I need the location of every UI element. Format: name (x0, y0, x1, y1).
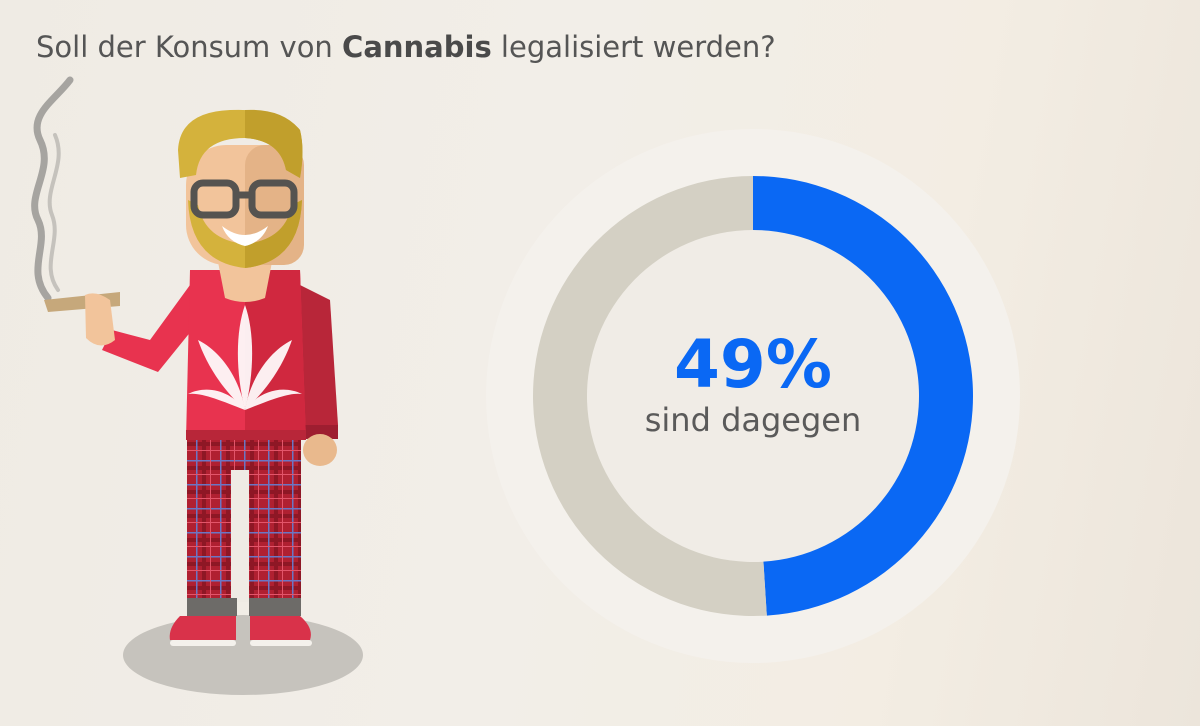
donut-inner-disc (587, 230, 919, 562)
percentage-caption: sind dagegen (644, 401, 862, 439)
percentage-value: 49% (674, 326, 832, 403)
glasses-icon (190, 179, 298, 219)
cannabis-leaf-icon (188, 305, 302, 410)
ground-shadow (123, 615, 363, 695)
title-prefix: Soll der Konsum von (36, 30, 343, 64)
smoke-icon (31, 76, 74, 302)
page-title: Soll der Konsum von Cannabis legalisiert… (36, 30, 776, 64)
donut-slice-0 (753, 176, 973, 616)
man-smoking-illustration (31, 76, 363, 695)
left-shoe (169, 616, 236, 640)
title-emphasis: Cannabis (342, 30, 492, 64)
right-shoe (250, 616, 311, 640)
title-suffix: legalisiert werden? (491, 30, 776, 64)
donut-chart (486, 129, 1020, 663)
donut-slice-1 (532, 176, 767, 617)
